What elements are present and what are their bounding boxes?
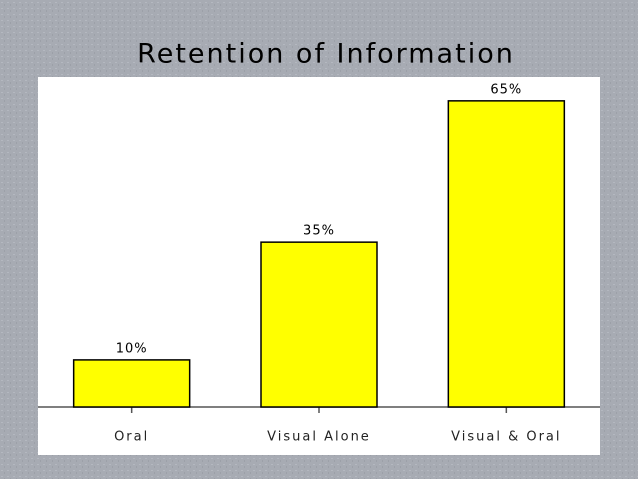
bar [260, 241, 378, 408]
x-tick-label: Oral [114, 430, 149, 445]
bar [72, 359, 191, 408]
bar [447, 100, 566, 408]
chart-title: Retention of Information [137, 39, 515, 70]
value-label: 35% [303, 224, 335, 239]
x-tick-label: Visual & Oral [451, 430, 561, 445]
value-label: 65% [490, 82, 522, 97]
x-tick-label: Visual Alone [267, 430, 371, 445]
value-label: 10% [116, 341, 148, 356]
